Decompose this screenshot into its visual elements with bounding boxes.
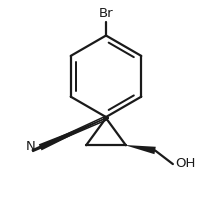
Text: N: N (26, 140, 36, 153)
Text: Br: Br (99, 7, 113, 20)
Polygon shape (39, 118, 106, 150)
Polygon shape (126, 145, 156, 154)
Text: OH: OH (175, 157, 196, 169)
